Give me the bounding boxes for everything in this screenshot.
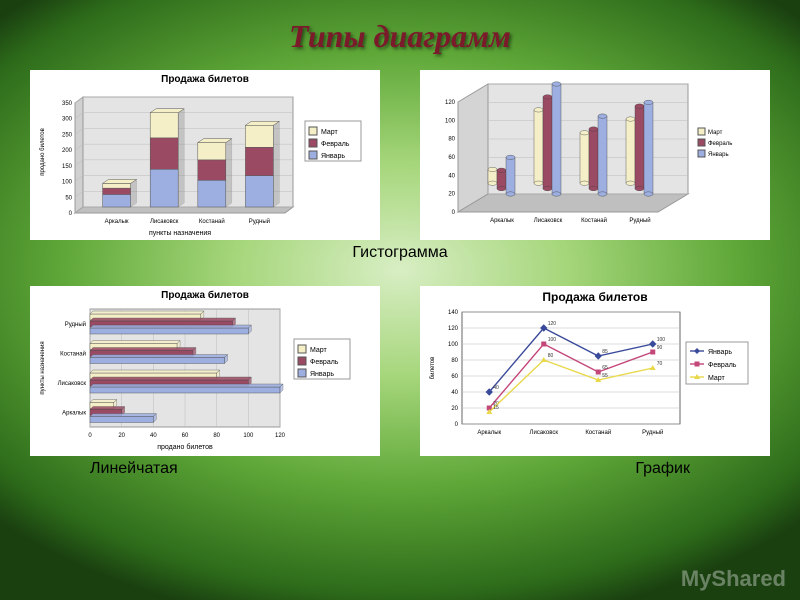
svg-text:60: 60 <box>451 374 458 380</box>
svg-text:65: 65 <box>602 365 608 371</box>
svg-text:80: 80 <box>451 358 458 364</box>
svg-text:100: 100 <box>445 118 456 124</box>
label-bar: Линейчатая <box>90 460 178 478</box>
chart-line: Продажа билетов 020406080100120140Аркалы… <box>420 286 770 456</box>
svg-text:50: 50 <box>65 195 72 201</box>
svg-text:300: 300 <box>62 117 73 123</box>
chart1-svg: 0 50 100 150 200 250 300 350 Аркалык Лисаковск Кос… <box>30 87 370 242</box>
svg-text:15: 15 <box>493 405 499 411</box>
svg-text:20: 20 <box>118 433 125 439</box>
chart2-svg: 0 20 40 60 80 100 120 Аркалык Лисаковск Костанай Р… <box>420 70 760 240</box>
svg-text:120: 120 <box>445 100 456 106</box>
svg-text:Март: Март <box>321 129 339 136</box>
svg-text:60: 60 <box>448 155 455 161</box>
svg-text:250: 250 <box>62 132 73 138</box>
svg-text:100: 100 <box>657 337 666 343</box>
svg-text:Костанай: Костанай <box>581 217 607 224</box>
label-line: График <box>635 460 690 478</box>
svg-text:100: 100 <box>62 180 73 186</box>
svg-text:Март: Март <box>708 130 723 136</box>
svg-text:85: 85 <box>602 349 608 355</box>
svg-text:Март: Март <box>310 347 328 354</box>
svg-text:Аркалык: Аркалык <box>62 411 86 417</box>
svg-text:Январь: Январь <box>708 349 732 356</box>
svg-text:20: 20 <box>451 406 458 412</box>
svg-text:140: 140 <box>448 310 459 316</box>
svg-text:40: 40 <box>448 173 455 179</box>
svg-text:Февраль: Февраль <box>708 141 732 147</box>
svg-text:120: 120 <box>275 433 286 439</box>
svg-text:продано билетов: продано билетов <box>40 128 46 176</box>
svg-text:Аркалык: Аркалык <box>477 430 501 436</box>
svg-text:60: 60 <box>182 433 189 439</box>
chart-horizontal-bar: Продажа билетов 020406080100120РудныйКос… <box>30 286 380 456</box>
svg-text:100: 100 <box>243 433 254 439</box>
svg-text:Март: Март <box>708 375 726 382</box>
svg-text:80: 80 <box>548 353 554 359</box>
page-title: Типы диаграмм <box>0 0 800 55</box>
chart-histogram-cylinder: 0 20 40 60 80 100 120 Аркалык Лисаковск Костанай Р… <box>420 70 770 240</box>
svg-text:200: 200 <box>62 148 73 154</box>
chart-grid: Продажа билетов 050100150200250300350Арк… <box>0 55 800 488</box>
svg-text:150: 150 <box>62 164 73 170</box>
svg-text:0: 0 <box>69 211 73 217</box>
svg-text:0: 0 <box>88 433 92 439</box>
chart-histogram-stacked: Продажа билетов 050100150200250300350Арк… <box>30 70 380 240</box>
svg-text:пункты назначения: пункты назначения <box>149 230 211 237</box>
svg-text:0: 0 <box>455 422 459 428</box>
svg-text:продано билетов: продано билетов <box>157 443 213 451</box>
svg-text:Рудный: Рудный <box>629 217 650 224</box>
svg-text:40: 40 <box>493 385 499 391</box>
svg-text:80: 80 <box>213 433 220 439</box>
svg-text:Аркалык: Аркалык <box>105 219 129 225</box>
svg-text:40: 40 <box>451 390 458 396</box>
svg-text:Лисаковск: Лисаковск <box>530 430 559 436</box>
svg-text:Лисаковск: Лисаковск <box>58 381 87 387</box>
chart3-svg: 0 20 40 60 80 100 120 Рудный Костанай Лисаковск Ар… <box>30 303 370 458</box>
svg-text:Костанай: Костанай <box>585 429 611 436</box>
svg-text:Февраль: Февраль <box>708 362 737 369</box>
svg-text:билетов: билетов <box>430 357 436 380</box>
svg-text:Аркалык: Аркалык <box>490 218 514 224</box>
svg-text:Февраль: Февраль <box>321 141 350 148</box>
svg-text:100: 100 <box>548 337 557 343</box>
svg-text:Рудный: Рудный <box>642 429 663 436</box>
svg-text:Костанай: Костанай <box>199 218 225 225</box>
svg-text:0: 0 <box>452 210 456 216</box>
svg-text:55: 55 <box>602 373 608 379</box>
svg-text:350: 350 <box>62 101 73 107</box>
watermark: MyShared <box>681 566 786 592</box>
svg-text:Рудный: Рудный <box>249 218 270 225</box>
chart4-svg: 0 20 40 60 80 100 120 140 Аркалык Лисаковск Костан… <box>420 306 760 458</box>
svg-text:Январь: Январь <box>321 153 345 160</box>
svg-text:120: 120 <box>548 321 557 327</box>
svg-text:Лисаковск: Лисаковск <box>534 218 563 224</box>
svg-text:120: 120 <box>448 326 459 332</box>
svg-text:Рудный: Рудный <box>65 321 86 328</box>
svg-text:70: 70 <box>657 361 663 367</box>
svg-text:80: 80 <box>448 137 455 143</box>
svg-text:Костанай: Костанай <box>60 351 86 358</box>
bottom-labels: Линейчатая График <box>30 460 770 478</box>
svg-text:пункты назначения: пункты назначения <box>40 341 46 394</box>
svg-text:40: 40 <box>150 433 157 439</box>
svg-text:90: 90 <box>657 345 663 351</box>
svg-text:20: 20 <box>448 192 455 198</box>
svg-text:Январь: Январь <box>708 152 729 158</box>
label-histogram: Гистограмма <box>30 244 770 262</box>
svg-text:Февраль: Февраль <box>310 359 339 366</box>
svg-text:100: 100 <box>448 342 459 348</box>
svg-text:Январь: Январь <box>310 371 334 378</box>
svg-text:Лисаковск: Лисаковск <box>150 219 179 225</box>
